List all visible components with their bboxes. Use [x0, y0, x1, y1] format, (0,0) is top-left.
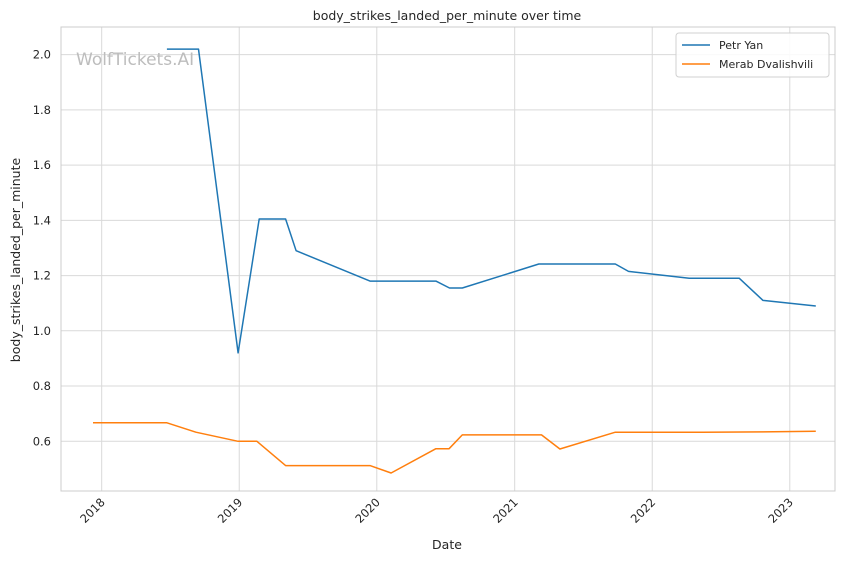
series-lines: [93, 48, 816, 474]
y-tick-label: 0.8: [33, 379, 51, 393]
y-tick-label: 0.6: [33, 434, 51, 448]
plot-frame: [60, 26, 836, 492]
y-tick-label: 1.8: [33, 103, 51, 117]
y-tick-labels: 0.6 0.8 1.0 1.2 1.4 1.6 1.8 2.0: [33, 48, 51, 449]
y-tick-label: 1.0: [33, 324, 51, 338]
legend: Petr Yan Merab Dvalishvili: [675, 32, 830, 78]
y-tick-label: 2.0: [33, 48, 51, 62]
y-tick-label: 1.4: [33, 213, 51, 227]
y-tick-label: 1.6: [33, 158, 51, 172]
series-line-merab-dvalishvili: [93, 422, 816, 474]
legend-label: Merab Dvalishvili: [719, 58, 813, 71]
legend-box: [675, 32, 830, 78]
series-line-petr-yan: [166, 48, 816, 354]
grid-lines: [61, 27, 835, 491]
chart-title: body_strikes_landed_per_minute over time: [313, 8, 582, 23]
y-tick-label: 1.2: [33, 269, 51, 283]
watermark-text: WolfTickets.AI: [76, 50, 194, 70]
legend-label: Petr Yan: [719, 39, 763, 52]
x-axis-label: Date: [432, 537, 462, 552]
y-axis-label: body_strikes_landed_per_minute: [8, 157, 23, 362]
